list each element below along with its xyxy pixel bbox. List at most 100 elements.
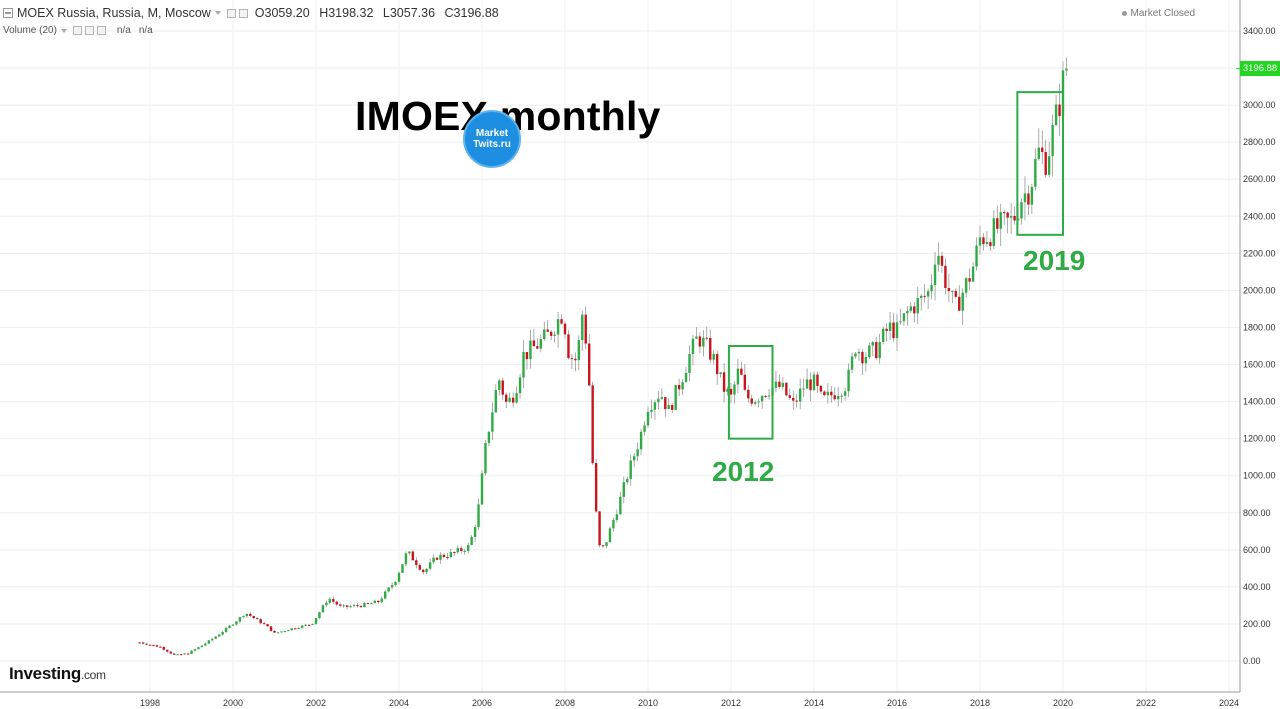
candle-body	[404, 553, 408, 565]
volume-label[interactable]: Volume (20)	[3, 25, 57, 36]
candle-body	[539, 339, 542, 349]
settings-icon[interactable]	[226, 8, 236, 18]
candle-body	[145, 643, 148, 645]
candle-body	[982, 237, 985, 245]
candle-body	[619, 496, 622, 515]
candle-body	[228, 625, 231, 628]
investing-logo[interactable]: Investing.com	[9, 664, 106, 684]
settings-icon[interactable]	[72, 26, 82, 35]
candle-body	[902, 313, 906, 322]
candle-body	[1030, 186, 1034, 205]
x-tick-label: 1998	[140, 698, 160, 708]
candle-body	[944, 265, 947, 288]
symbol-label[interactable]: MOEX Russia, Russia, M, Moscow	[17, 6, 211, 20]
y-tick-label: 1000.00	[1243, 471, 1276, 481]
candle-body	[695, 336, 698, 339]
candle-body	[646, 411, 650, 426]
candle-body	[297, 627, 300, 629]
candle-body	[653, 402, 657, 410]
candle-body	[920, 295, 923, 299]
candle-body	[560, 319, 563, 324]
candle-body	[470, 536, 473, 545]
y-tick-label: 3400.00	[1243, 26, 1276, 36]
candle-body	[359, 605, 363, 608]
candle-body	[325, 602, 328, 606]
candle-body	[553, 334, 556, 336]
candle-body	[854, 353, 857, 357]
status-dot-icon	[1121, 11, 1127, 16]
candle-body	[508, 397, 511, 402]
candle-body	[937, 255, 940, 265]
candle-body	[335, 601, 338, 605]
hide-icon[interactable]	[84, 26, 94, 35]
candle-body	[269, 626, 273, 631]
candle-body	[304, 624, 307, 626]
candle-body	[211, 638, 214, 641]
candle-body	[584, 314, 587, 344]
candle-body	[805, 379, 809, 389]
candle-body	[632, 456, 636, 461]
candle-body	[456, 548, 459, 553]
candle-body	[594, 462, 598, 512]
candle-body	[352, 605, 356, 607]
candle-body	[916, 298, 919, 314]
candle-body	[460, 548, 463, 551]
candle-body	[660, 397, 664, 399]
candle-body	[674, 384, 677, 410]
candle-body	[466, 544, 470, 551]
candle-body	[906, 310, 909, 314]
candle-body	[992, 218, 996, 247]
candle-body	[888, 322, 892, 331]
candle-body	[138, 642, 141, 644]
candle-body	[422, 569, 425, 573]
x-tick-label: 2020	[1053, 698, 1073, 708]
candle-body	[563, 323, 567, 335]
candle-body	[356, 605, 359, 607]
chevron-down-icon[interactable]	[214, 11, 221, 15]
candle-body	[332, 599, 335, 602]
candle-body	[964, 278, 968, 293]
candle-body	[484, 443, 487, 474]
candle-body	[442, 554, 446, 558]
collapse-icon[interactable]	[3, 8, 13, 18]
chevron-down-icon[interactable]	[60, 28, 67, 33]
candle-body	[612, 519, 615, 529]
candle-body	[287, 630, 290, 632]
candle-body	[639, 431, 643, 450]
candle-body	[377, 600, 380, 603]
candle-body	[809, 379, 812, 391]
x-tick-label: 2016	[887, 698, 907, 708]
candle-body	[1006, 212, 1009, 218]
candle-body	[702, 337, 705, 347]
candle-body	[940, 255, 944, 266]
candle-body	[996, 218, 999, 229]
candle-body	[262, 623, 266, 625]
candle-body	[411, 551, 415, 561]
y-tick-label: 2400.00	[1243, 211, 1276, 221]
candle-body	[363, 603, 366, 608]
candle-body	[408, 551, 411, 554]
candle-body	[816, 374, 819, 386]
candle-body	[148, 644, 152, 646]
candle-body	[785, 382, 788, 396]
candle-body	[567, 334, 570, 359]
candle-body	[622, 482, 625, 497]
x-tick-label: 2010	[638, 698, 658, 708]
candle-body	[664, 397, 667, 410]
annotation-2012-label: 2012	[712, 456, 775, 487]
candle-body	[1044, 151, 1047, 175]
candle-body	[214, 636, 217, 639]
candle-body	[1065, 68, 1068, 71]
candle-body	[428, 562, 432, 569]
candle-body	[235, 621, 238, 625]
candle-body	[913, 306, 916, 314]
candle-body	[207, 640, 210, 644]
candle-body	[1054, 104, 1058, 126]
close-icon[interactable]	[96, 26, 106, 35]
candle-body	[951, 290, 954, 292]
candle-body	[747, 389, 750, 399]
candle-body	[691, 338, 695, 355]
candle-body	[141, 642, 145, 644]
hide-icon[interactable]	[238, 8, 248, 18]
